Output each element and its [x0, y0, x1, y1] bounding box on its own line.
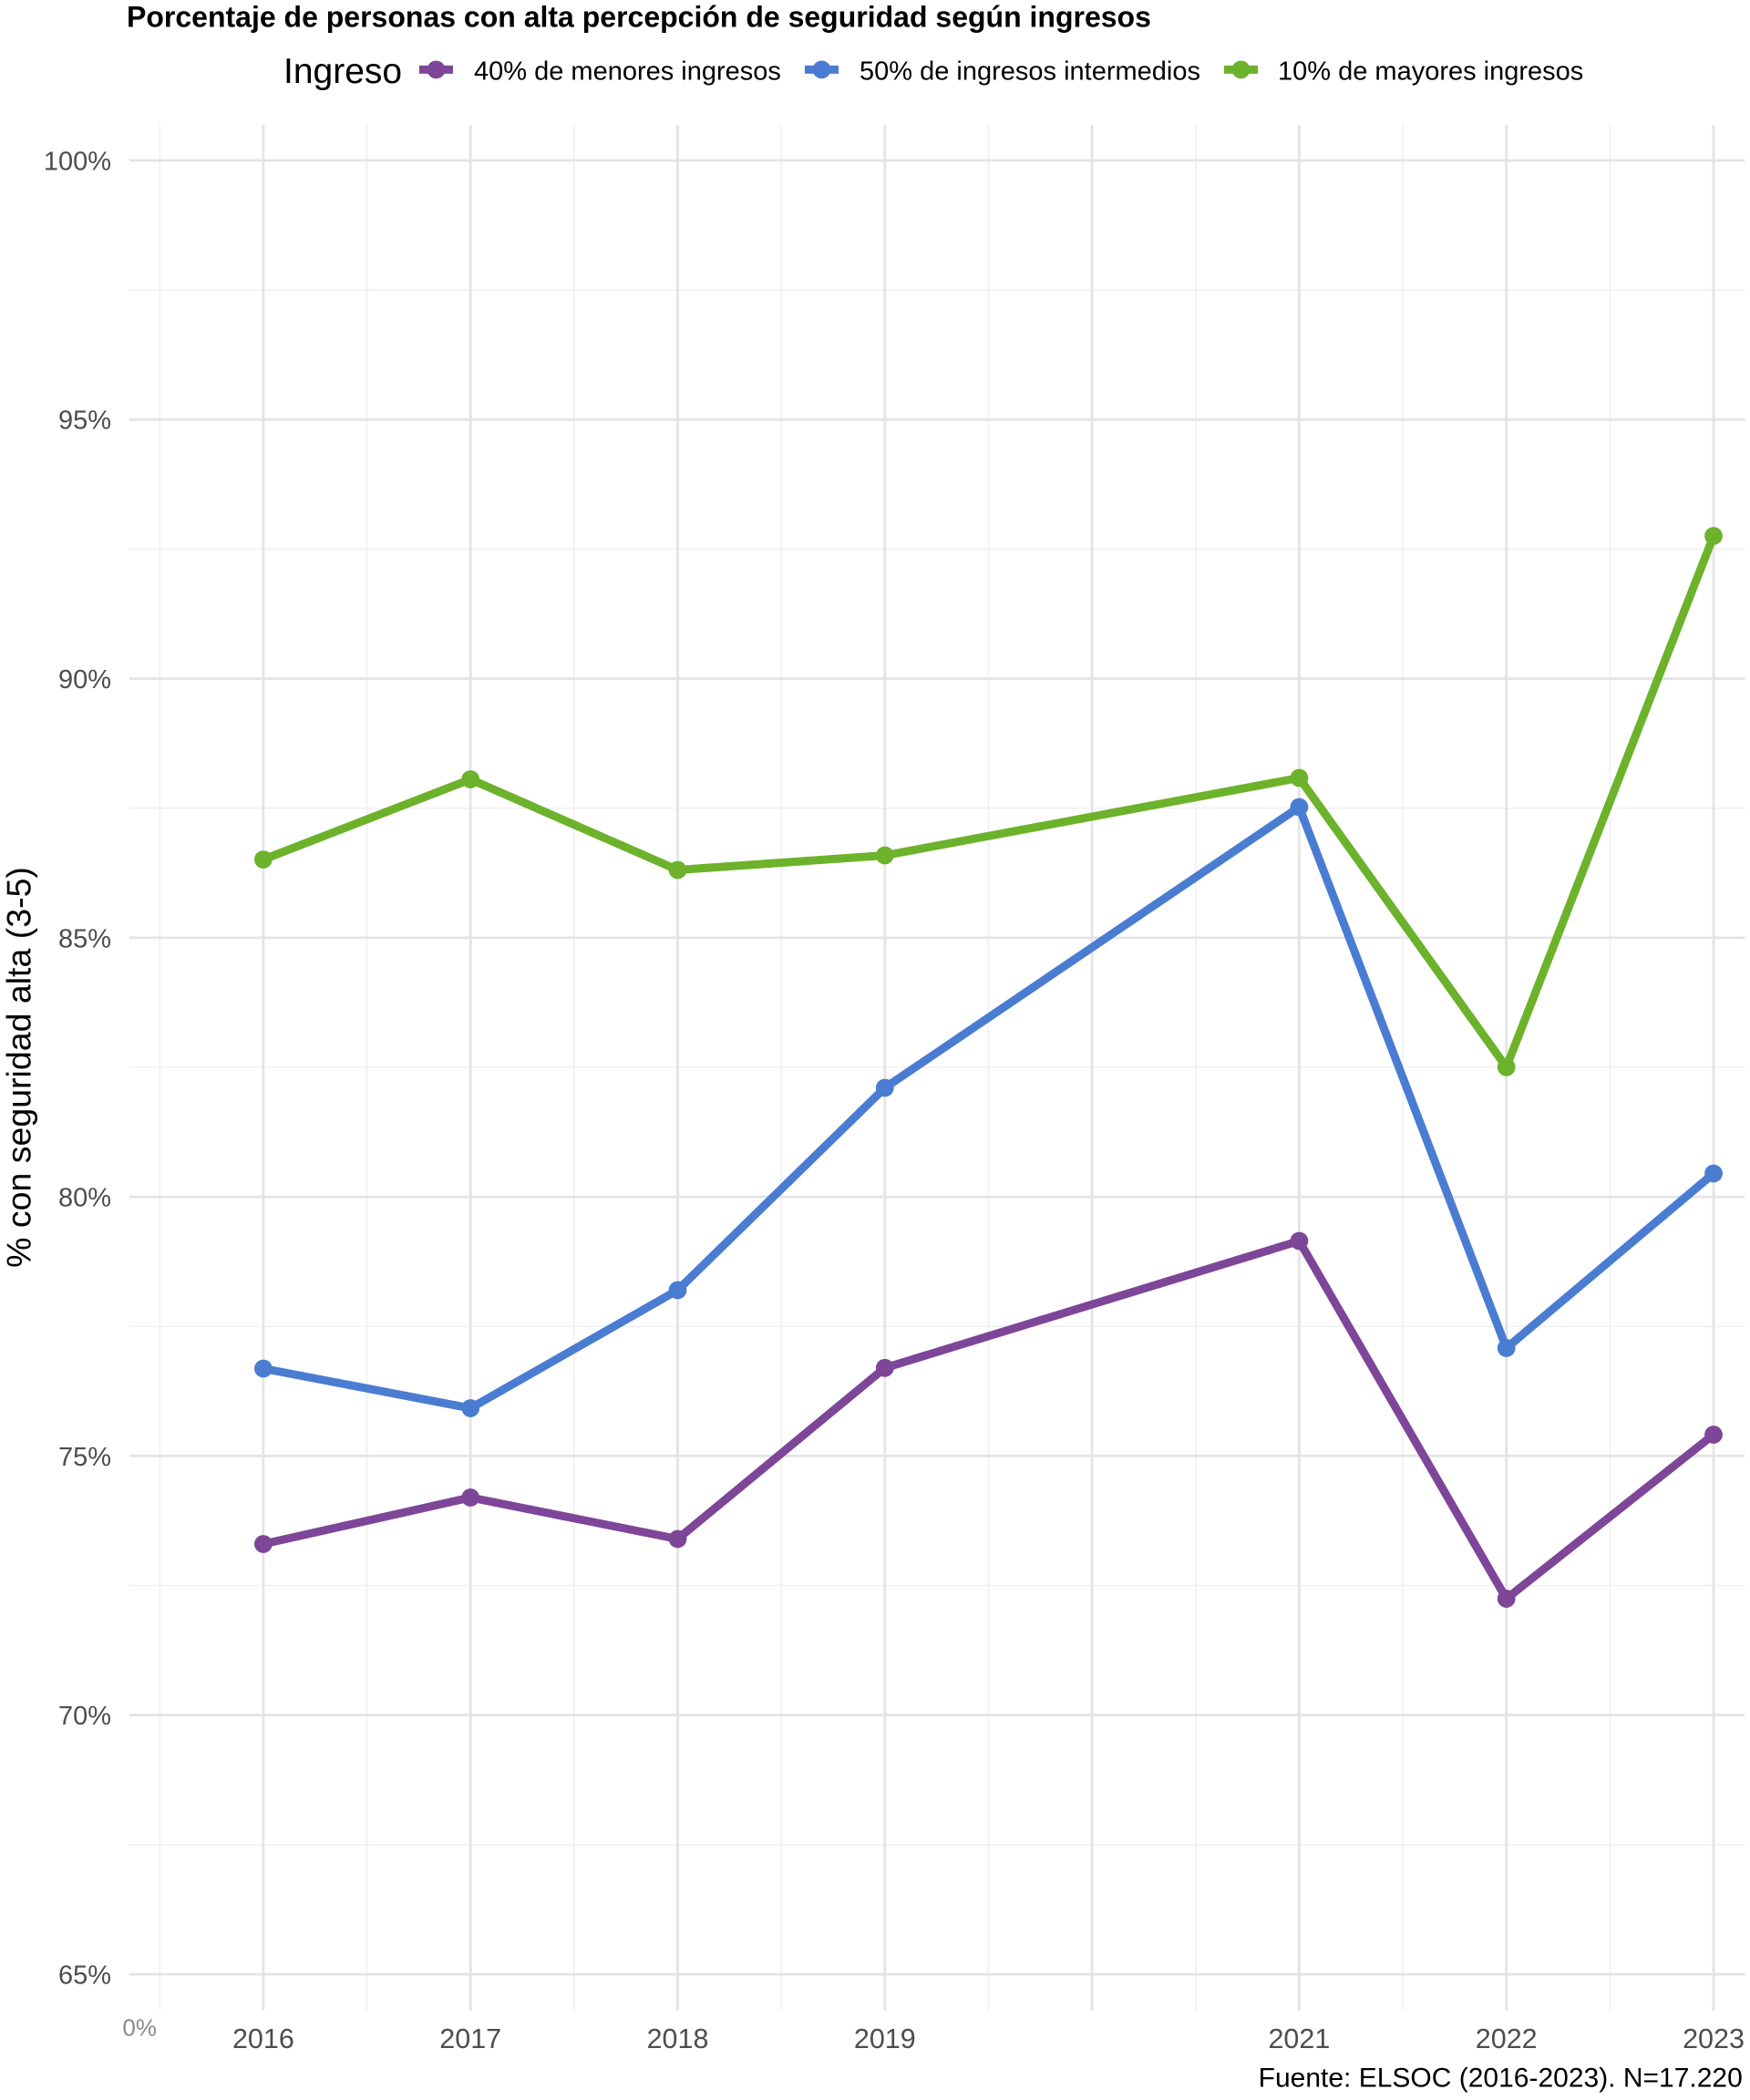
svg-text:2016: 2016: [232, 2023, 294, 2054]
svg-text:10% de mayores ingresos: 10% de mayores ingresos: [1278, 57, 1583, 87]
svg-text:Porcentaje de personas con alt: Porcentaje de personas con alta percepci…: [127, 0, 1151, 33]
svg-text:0%: 0%: [122, 2013, 157, 2041]
svg-text:100%: 100%: [44, 147, 111, 176]
svg-text:85%: 85%: [58, 924, 111, 953]
svg-text:90%: 90%: [58, 665, 111, 695]
svg-text:95%: 95%: [58, 407, 111, 436]
svg-text:50% de ingresos intermedios: 50% de ingresos intermedios: [860, 57, 1200, 87]
svg-text:2019: 2019: [854, 2023, 916, 2054]
svg-text:65%: 65%: [58, 1961, 111, 1990]
svg-text:2021: 2021: [1268, 2023, 1330, 2054]
svg-text:2022: 2022: [1476, 2023, 1538, 2054]
svg-text:2018: 2018: [647, 2023, 709, 2054]
svg-text:Ingreso: Ingreso: [283, 52, 402, 91]
svg-text:80%: 80%: [58, 1184, 111, 1213]
svg-text:% con seguridad alta (3-5): % con seguridad alta (3-5): [0, 867, 38, 1268]
svg-text:2023: 2023: [1683, 2023, 1745, 2054]
svg-text:40% de menores ingresos: 40% de menores ingresos: [474, 57, 781, 87]
svg-text:70%: 70%: [58, 1702, 111, 1731]
svg-text:2017: 2017: [439, 2023, 501, 2054]
svg-text:Fuente: ELSOC (2016-2023). N=1: Fuente: ELSOC (2016-2023). N=17.220: [1259, 2064, 1743, 2094]
svg-text:75%: 75%: [58, 1443, 111, 1472]
